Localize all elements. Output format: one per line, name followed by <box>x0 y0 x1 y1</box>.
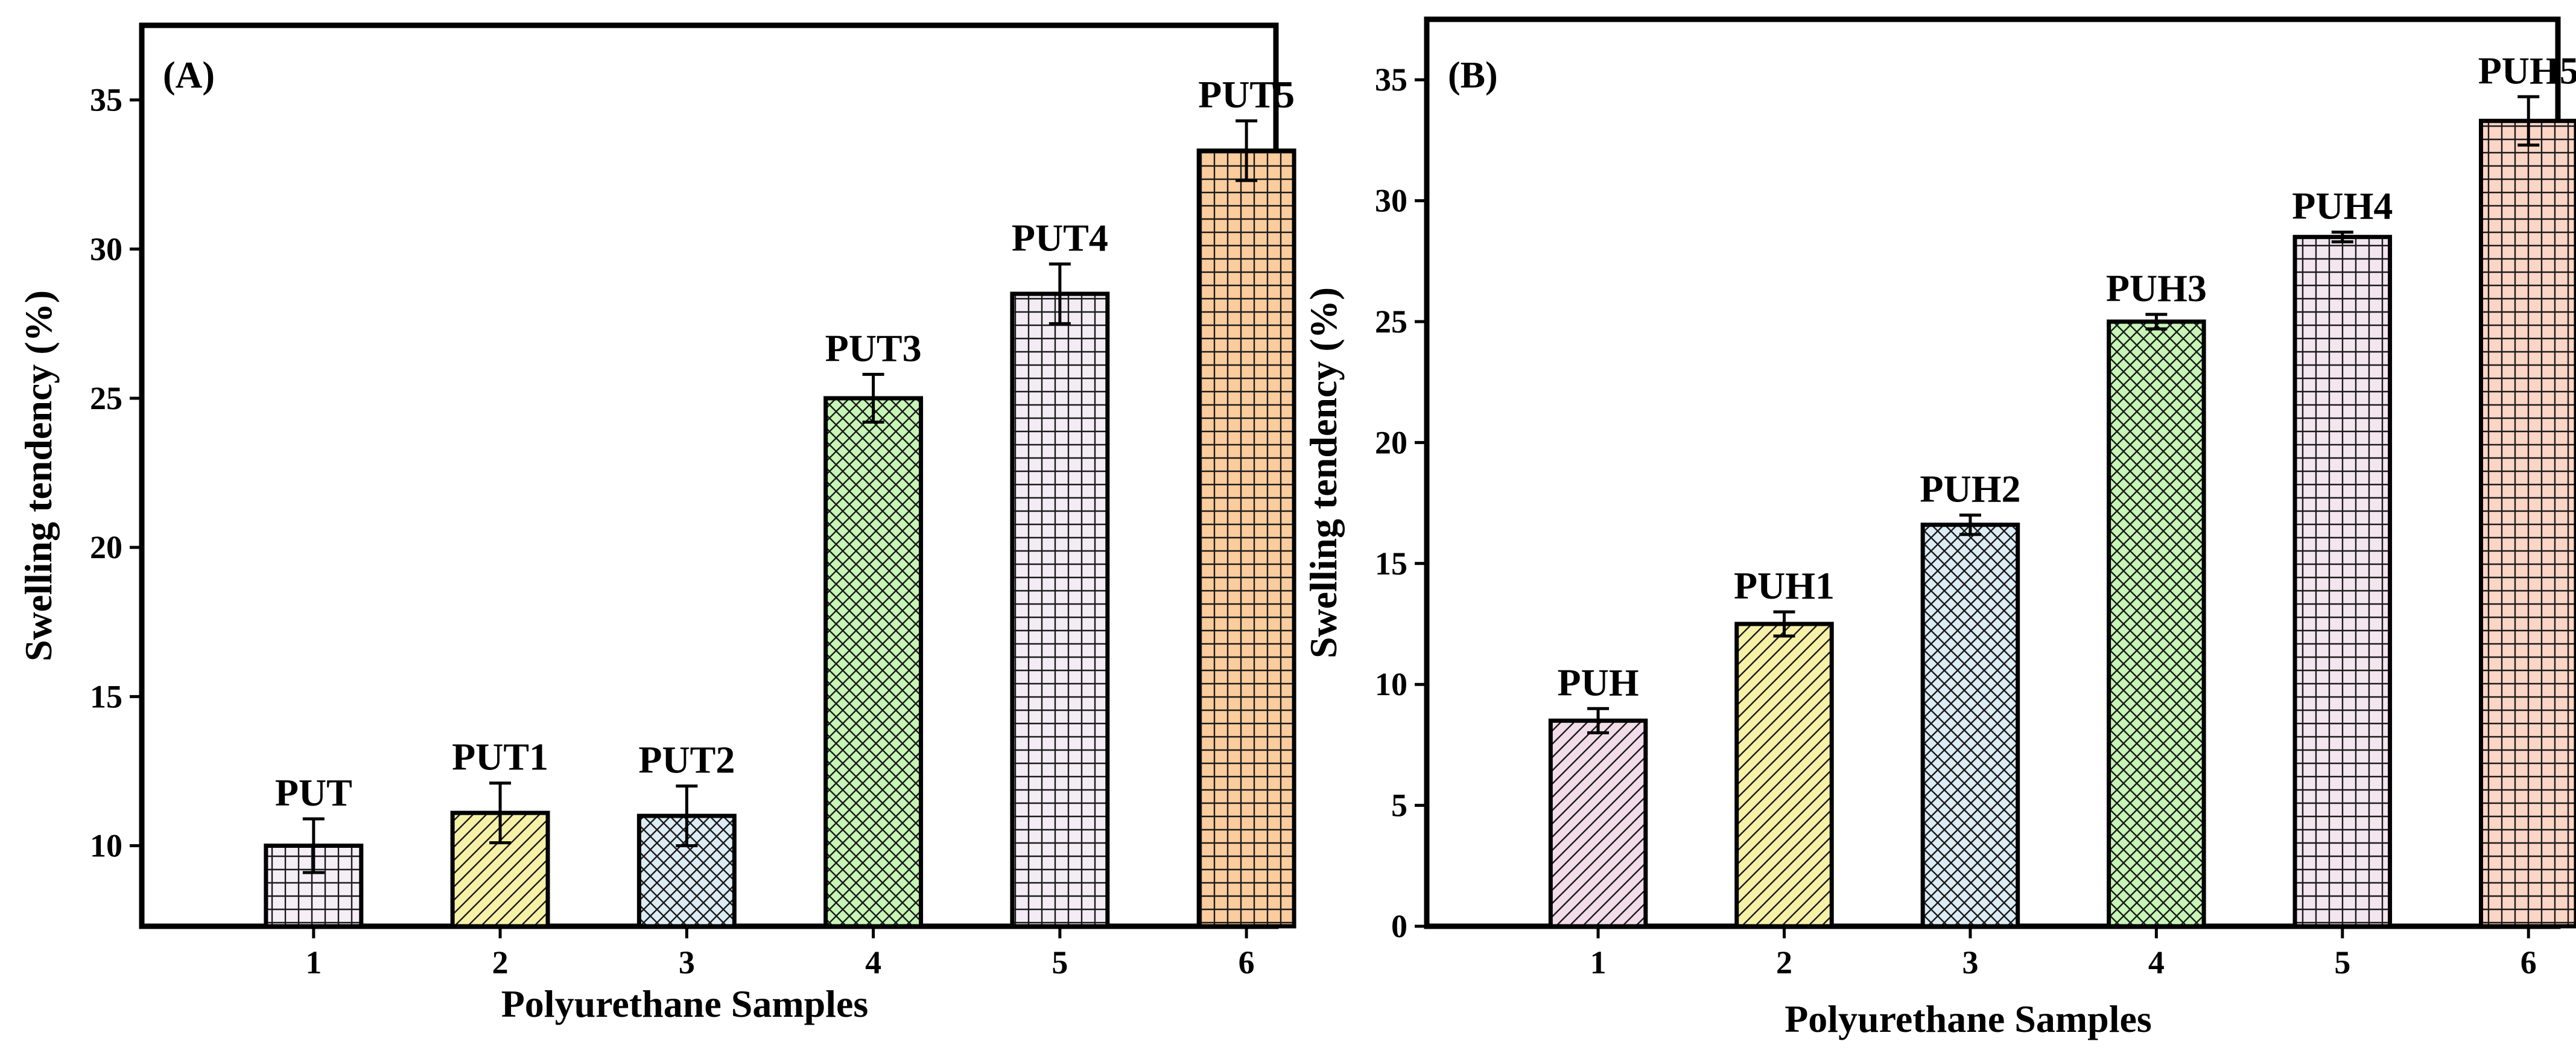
bar <box>1199 151 1294 926</box>
panel-a: 101520253035PUT1PUT12PUT23PUT34PUT45PUT5… <box>17 25 1295 1025</box>
x-tick-label: 4 <box>2148 944 2165 981</box>
bar-label: PUT5 <box>1198 73 1295 116</box>
panel-label: (B) <box>1448 55 1498 96</box>
y-tick-label: 20 <box>90 529 122 565</box>
bar-label: PUT3 <box>825 326 922 369</box>
panel-b: 05101520253035PUH1PUH12PUH23PUH34PUH45PU… <box>1302 19 2576 1040</box>
x-tick-label: 3 <box>1962 944 1978 981</box>
x-tick-label: 5 <box>1052 944 1068 981</box>
y-tick-label: 10 <box>1375 666 1407 702</box>
x-tick-label: 2 <box>1776 944 1792 981</box>
bar <box>1550 720 1646 926</box>
x-tick-label: 6 <box>2520 944 2537 981</box>
y-tick-label: 30 <box>90 231 122 267</box>
bar-label: PUH1 <box>1734 564 1835 607</box>
y-tick-label: 30 <box>1375 183 1407 219</box>
x-tick-label: 4 <box>865 944 881 981</box>
bar-label: PUT4 <box>1012 216 1108 259</box>
y-tick-label: 15 <box>90 678 122 714</box>
y-tick-label: 15 <box>1375 545 1407 582</box>
bar <box>826 398 921 926</box>
y-axis-title: Swelling tendency (%) <box>1302 287 1345 658</box>
panel-label: (A) <box>163 55 215 96</box>
y-tick-label: 25 <box>90 380 122 416</box>
y-tick-label: 35 <box>90 82 122 118</box>
bar <box>2295 237 2390 926</box>
bar <box>1012 294 1108 926</box>
x-tick-label: 1 <box>305 944 322 981</box>
y-tick-label: 10 <box>90 828 122 864</box>
y-tick-label: 35 <box>1375 62 1407 98</box>
x-tick-label: 2 <box>492 944 509 981</box>
bar <box>1737 624 1832 926</box>
y-tick-label: 0 <box>1391 908 1407 944</box>
bar-label: PUT1 <box>452 736 548 778</box>
y-axis-title: Swelling tendency (%) <box>17 290 60 661</box>
bar <box>1923 525 2018 926</box>
bar-label: PUH3 <box>2106 267 2207 310</box>
bar <box>2481 121 2576 926</box>
x-tick-label: 3 <box>679 944 695 981</box>
x-tick-label: 5 <box>2334 944 2350 981</box>
y-tick-label: 5 <box>1391 787 1407 824</box>
x-axis-title: Polyurethane Samples <box>501 982 869 1025</box>
bar-label: PUH5 <box>2478 49 2576 92</box>
x-tick-label: 6 <box>1239 944 1255 981</box>
x-tick-label: 1 <box>1590 944 1607 981</box>
bar <box>2109 322 2204 926</box>
bar-label: PUH2 <box>1920 468 2020 511</box>
x-axis-title: Polyurethane Samples <box>1784 997 2152 1040</box>
bar-label: PUT <box>275 771 352 814</box>
y-tick-label: 20 <box>1375 424 1407 460</box>
y-tick-label: 25 <box>1375 304 1407 340</box>
bar-label: PUH4 <box>2292 185 2393 227</box>
bar-label: PUH <box>1558 661 1639 704</box>
bar-label: PUT2 <box>638 739 735 781</box>
